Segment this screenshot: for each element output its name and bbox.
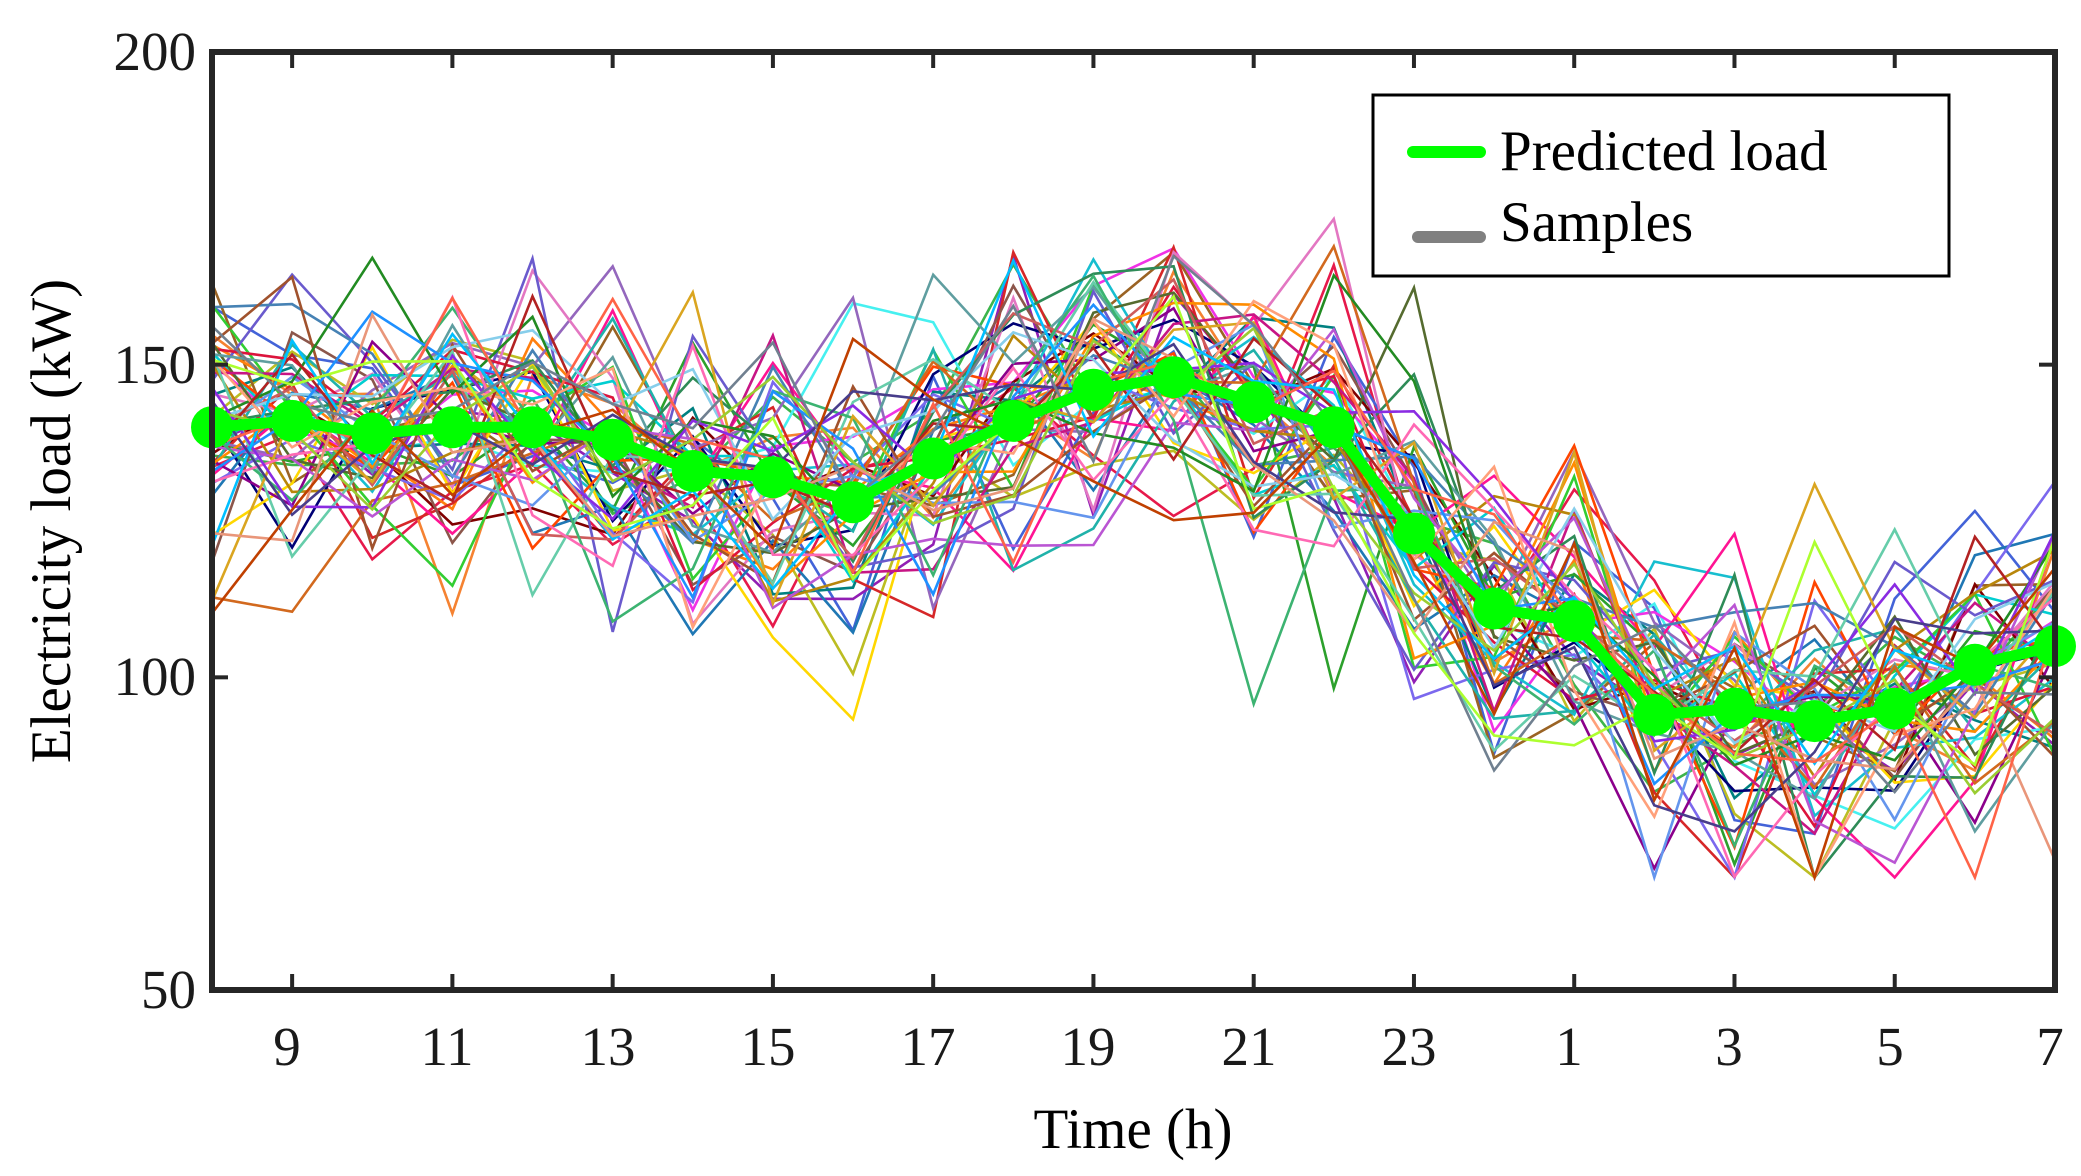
predicted-load-point — [1793, 700, 1836, 743]
predicted-load-point — [511, 406, 554, 449]
sample-series-line — [211, 338, 2056, 880]
predicted-load-point — [1393, 512, 1435, 555]
x-tick-label: 9 — [273, 1016, 301, 1077]
x-tick-label: 5 — [1876, 1016, 1904, 1077]
x-tick-label: 7 — [2036, 1016, 2064, 1077]
predicted-load-point — [1072, 368, 1115, 411]
y-tick-label: 200 — [114, 21, 197, 82]
predicted-load-point — [1473, 587, 1516, 630]
predicted-load-point — [992, 399, 1035, 442]
predicted-load-point — [1633, 693, 1676, 736]
predicted-load-point — [1232, 381, 1275, 424]
x-tick-label: 13 — [581, 1016, 636, 1077]
x-tick-label: 23 — [1382, 1016, 1437, 1077]
legend-predicted-label: Predicted load — [1500, 120, 1828, 183]
predicted-load-point — [912, 437, 955, 480]
legend-box — [1371, 93, 1951, 278]
sample-series-line — [210, 279, 2057, 753]
sample-series-line — [211, 292, 2057, 755]
x-tick-label: 11 — [421, 1016, 474, 1077]
y-tick-label: 50 — [141, 959, 196, 1020]
x-tick-label: 19 — [1061, 1016, 1116, 1077]
predicted-load-point — [1553, 600, 1596, 643]
predicted-load-point — [751, 456, 794, 499]
y-axis-title: Electricity load (kW) — [20, 279, 83, 763]
y-tick-label: 100 — [114, 646, 197, 707]
x-tick-label: 15 — [741, 1016, 796, 1077]
x-tick-label: 21 — [1222, 1016, 1277, 1077]
y-tick-label: 150 — [114, 334, 197, 395]
predicted-load-point — [1953, 643, 1996, 686]
y-axis-tick-labels: 50 100 150 200 — [114, 21, 197, 1020]
predicted-load-point — [832, 481, 874, 524]
x-axis-tick-labels: 9 11 13 15 17 19 21 23 1 3 5 7 — [273, 1016, 2064, 1077]
sample-series-line — [211, 246, 2056, 735]
predicted-load-point — [1312, 406, 1355, 449]
predicted-load-point — [1713, 687, 1756, 730]
predicted-load-point — [351, 412, 394, 455]
sample-series-line — [211, 264, 2057, 881]
x-tick-label: 17 — [901, 1016, 956, 1077]
x-axis-title: Time (h) — [1034, 1098, 1233, 1161]
sample-series-line — [211, 307, 2057, 880]
predicted-load-series — [191, 356, 2076, 743]
predicted-load-point — [591, 418, 634, 461]
predicted-load-point — [1873, 687, 1916, 730]
predicted-load-point — [671, 450, 714, 492]
legend: Predicted load Samples — [1371, 93, 1951, 278]
x-tick-label: 1 — [1555, 1016, 1583, 1077]
sample-series-line — [211, 294, 2056, 880]
sample-series-line — [210, 336, 2057, 882]
sample-series-line — [211, 277, 2056, 743]
predicted-load-point — [431, 406, 474, 449]
legend-samples-label: Samples — [1500, 191, 1693, 254]
x-tick-label: 3 — [1715, 1016, 1743, 1077]
axis-ticks — [212, 50, 2057, 992]
predicted-load-point — [1152, 356, 1195, 399]
predicted-load-point — [271, 399, 314, 442]
plot-frame — [209, 49, 2058, 993]
